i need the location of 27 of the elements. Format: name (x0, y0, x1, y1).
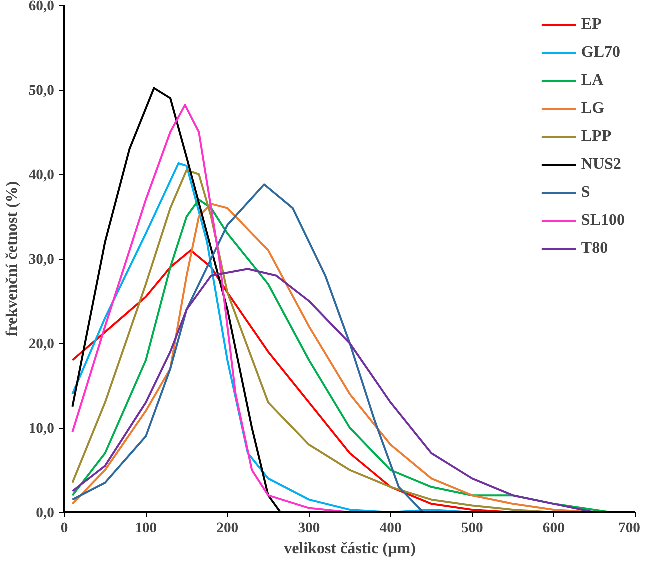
legend-label: LG (581, 100, 605, 118)
legend-label: EP (581, 16, 602, 34)
legend-label: SL100 (581, 212, 625, 230)
legend-label: LA (581, 72, 604, 90)
legend-label: NUS2 (581, 156, 622, 174)
x-tick-label: 700 (618, 520, 640, 536)
x-tick-label: 400 (380, 520, 402, 536)
x-axis-title: velikost částic (µm) (284, 540, 416, 558)
x-tick-label: 200 (216, 520, 239, 536)
y-tick-label: 0,0 (36, 506, 55, 522)
line-series (72, 268, 596, 512)
x-tick-label: 300 (298, 520, 320, 536)
y-tick-label: 30,0 (28, 252, 55, 268)
x-tick-label: 600 (542, 520, 565, 536)
legend-label: LPP (581, 128, 612, 146)
x-tick-label: 100 (135, 520, 158, 536)
y-tick-label: 60,0 (28, 0, 55, 14)
y-tick-label: 50,0 (28, 83, 55, 99)
y-tick-label: 40,0 (28, 168, 55, 184)
legend-label: GL70 (581, 44, 621, 62)
y-axis-title: frekvenční četnost (%) (4, 181, 21, 337)
y-tick-label: 10,0 (28, 421, 55, 437)
x-tick-label: 0 (60, 520, 68, 536)
y-tick-label: 20,0 (28, 336, 55, 352)
x-tick-label: 500 (461, 520, 484, 536)
legend-label: T80 (581, 240, 608, 258)
legend-label: S (581, 184, 592, 202)
